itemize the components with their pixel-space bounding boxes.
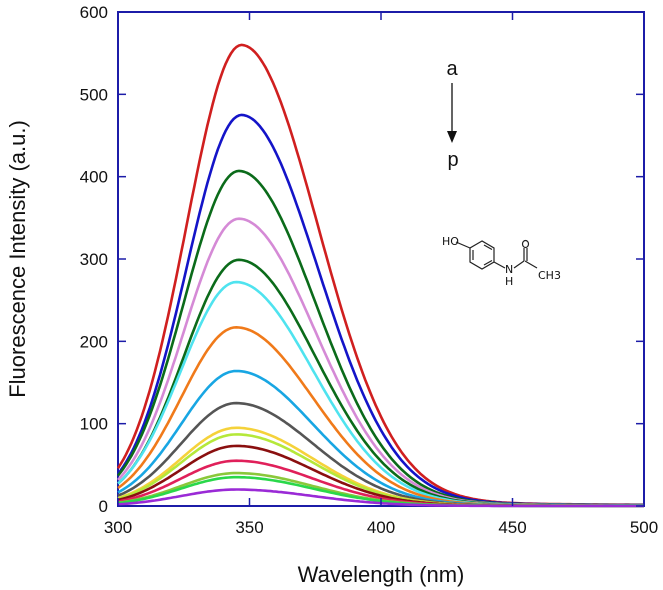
y-tick-label: 200: [80, 332, 108, 351]
x-tick-label: 300: [104, 518, 132, 537]
annotation-end-label: p: [447, 149, 458, 171]
y-tick-label: 100: [80, 415, 108, 434]
y-tick-label: 300: [80, 250, 108, 269]
y-tick-label: 500: [80, 85, 108, 104]
x-tick-label: 400: [367, 518, 395, 537]
y-axis-title: Fluorescence Intensity (a.u.): [5, 120, 30, 398]
y-tick-label: 600: [80, 3, 108, 22]
y-tick-label: 400: [80, 168, 108, 187]
series-line: [116, 43, 644, 506]
ring-double-bond: [483, 259, 493, 266]
methyl-label: CH3: [538, 269, 561, 282]
x-axis-ticks: 300 350 400 450 500: [104, 12, 658, 537]
x-axis-title: Wavelength (nm): [298, 562, 465, 587]
x-tick-label: 500: [630, 518, 658, 537]
hydroxyl-label: HO: [442, 235, 459, 248]
hydrogen-label: H: [505, 275, 513, 288]
y-tick-label: 0: [99, 497, 108, 516]
series-line: [117, 369, 644, 507]
series-order-annotation: a p: [446, 58, 458, 171]
series-curves: [116, 43, 644, 508]
x-tick-label: 450: [498, 518, 526, 537]
x-tick-label: 350: [235, 518, 263, 537]
methyl-bond: [524, 260, 538, 269]
carbonyl-oxygen: [521, 239, 530, 249]
order-arrow-head: [447, 131, 457, 143]
ring-double-bond: [483, 244, 493, 251]
amide-bond: [513, 260, 525, 269]
acetaminophen-structure: [455, 239, 538, 270]
annotation-start-label: a: [446, 58, 458, 80]
amine-label: N: [505, 263, 513, 276]
amine-bond: [493, 261, 506, 269]
hydroxyl-bond: [455, 241, 471, 249]
y-axis-ticks: 0 100 200 300 400 500 600: [80, 3, 644, 516]
